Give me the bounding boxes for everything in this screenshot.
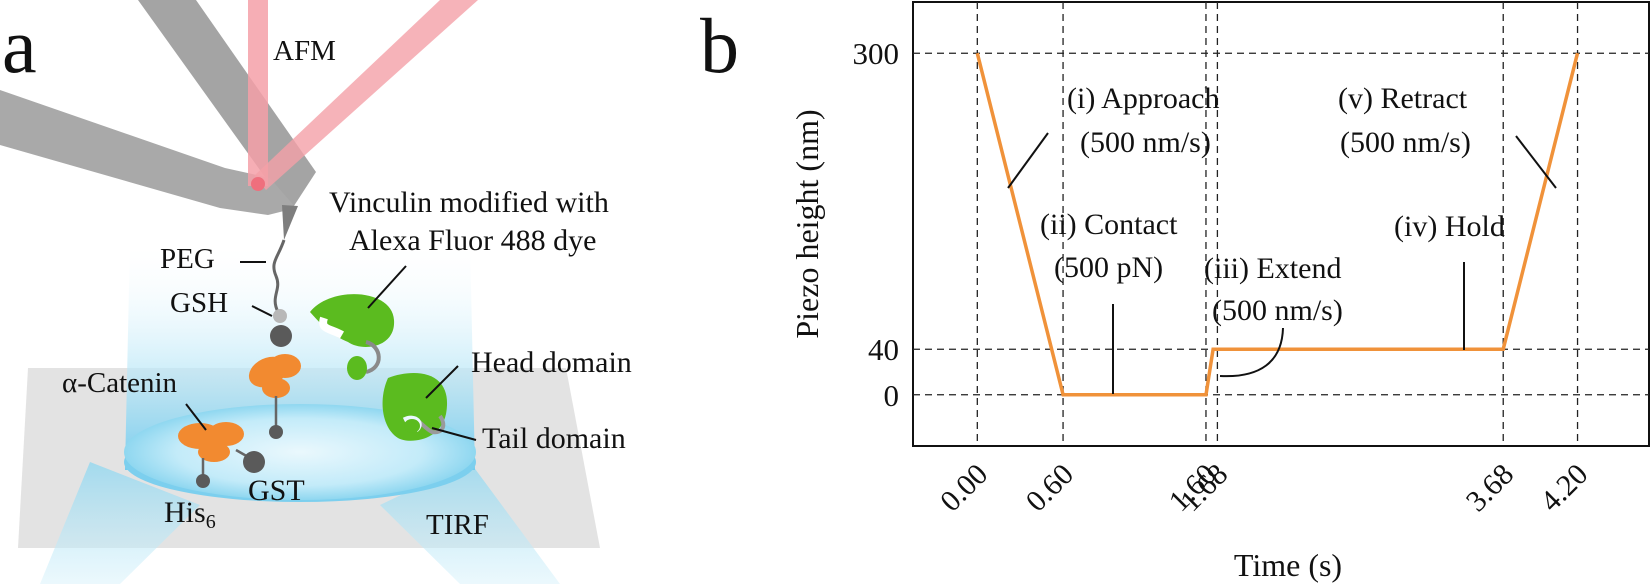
panel-letter-b: b bbox=[700, 2, 739, 89]
grid-horizontal bbox=[913, 52, 1649, 396]
laser-spot bbox=[251, 177, 265, 191]
his-tag-upper bbox=[269, 425, 283, 439]
laser-incident bbox=[248, 0, 268, 186]
annotation-extend-2: (500 nm/s) bbox=[1212, 294, 1343, 327]
y-tick-label: 300 bbox=[853, 36, 900, 71]
callout-tail bbox=[431, 427, 477, 441]
x-tick-label: 3.68 bbox=[1460, 458, 1520, 518]
alpha-catenin-upper-lobe2 bbox=[262, 378, 290, 398]
afm-tip bbox=[282, 205, 298, 240]
label-head-domain: Head domain bbox=[471, 346, 632, 379]
gsh-molecule bbox=[273, 309, 287, 323]
label-peg: PEG bbox=[160, 243, 215, 275]
annotation-retract-1: (v) Retract bbox=[1338, 82, 1468, 115]
callout-head bbox=[425, 365, 459, 399]
annotation-extend-1: (iii) Extend bbox=[1204, 252, 1341, 285]
annotation-approach-2: (500 nm/s) bbox=[1080, 126, 1211, 159]
series-line-piezo-height bbox=[975, 52, 1580, 397]
label-gsh: GSH bbox=[170, 287, 228, 319]
x-tick-label: 4.20 bbox=[1534, 458, 1594, 518]
x-tick-label: 0.00 bbox=[934, 458, 994, 518]
callout-gsh bbox=[251, 305, 273, 317]
x-axis-title: Time (s) bbox=[1234, 547, 1342, 583]
tirf-beam-left bbox=[40, 462, 200, 584]
leader-extend bbox=[1219, 327, 1284, 378]
vinculin-upper-head bbox=[310, 294, 395, 347]
panel-letter-a: a bbox=[2, 2, 37, 89]
vinculin-lower-head bbox=[382, 373, 448, 441]
vinculin-upper-groove bbox=[319, 316, 345, 339]
annotation-retract-2: (500 nm/s) bbox=[1340, 126, 1471, 159]
y-tick-labels: 0 40 300 bbox=[853, 36, 900, 413]
annotation-contact-2: (500 pN) bbox=[1054, 251, 1163, 284]
alpha-catenin-lower-lobe2 bbox=[198, 442, 230, 462]
annotation-hold: (iv) Hold bbox=[1394, 210, 1505, 243]
vinculin-upper-tail-link bbox=[365, 340, 381, 374]
panel-a: a bbox=[0, 0, 632, 584]
cantilever-upper bbox=[138, 0, 316, 212]
gst-tag-upper bbox=[270, 325, 292, 347]
label-vinculin-2: Alexa Fluor 488 dye bbox=[349, 224, 596, 257]
y-tick-label: 40 bbox=[868, 332, 899, 367]
leader-approach bbox=[1007, 132, 1049, 189]
alpha-catenin-lower-lobe bbox=[208, 422, 244, 446]
laser-reflected bbox=[254, 0, 478, 190]
label-gst: GST bbox=[248, 474, 305, 507]
label-tirf: TIRF bbox=[426, 509, 489, 541]
y-tick-label: 0 bbox=[884, 378, 900, 413]
label-alpha-catenin: α-Catenin bbox=[62, 367, 178, 399]
label-his6: His6 bbox=[164, 496, 216, 533]
leader-retract bbox=[1515, 135, 1557, 189]
peg-linker bbox=[272, 239, 286, 313]
x-tick-label: 0.60 bbox=[1020, 458, 1080, 518]
vinculin-lower-tail bbox=[404, 419, 420, 433]
vinculin-upper-tail bbox=[347, 356, 367, 380]
annotation-contact-1: (ii) Contact bbox=[1040, 208, 1178, 241]
his-tag-lower bbox=[196, 474, 210, 488]
label-vinculin-1: Vinculin modified with bbox=[329, 186, 609, 219]
label-tail-domain: Tail domain bbox=[482, 422, 626, 455]
cantilever-lower bbox=[0, 90, 296, 215]
x-tick-labels: 0.00 0.60 1.601.68 3.68 4.20 bbox=[934, 458, 1595, 518]
gst-tag-lower bbox=[243, 451, 265, 473]
callout-catenin bbox=[185, 403, 207, 431]
grid-vertical bbox=[976, 2, 1579, 446]
label-afm: AFM bbox=[273, 35, 336, 67]
alpha-catenin-upper-lobe bbox=[269, 354, 301, 378]
annotation-approach-1: (i) Approach bbox=[1067, 82, 1219, 115]
y-axis-title: Piezo height (nm) bbox=[789, 109, 825, 338]
plot-frame bbox=[912, 1, 1650, 447]
tirf-beam-right bbox=[380, 462, 560, 584]
callout-vinculin bbox=[367, 265, 407, 309]
